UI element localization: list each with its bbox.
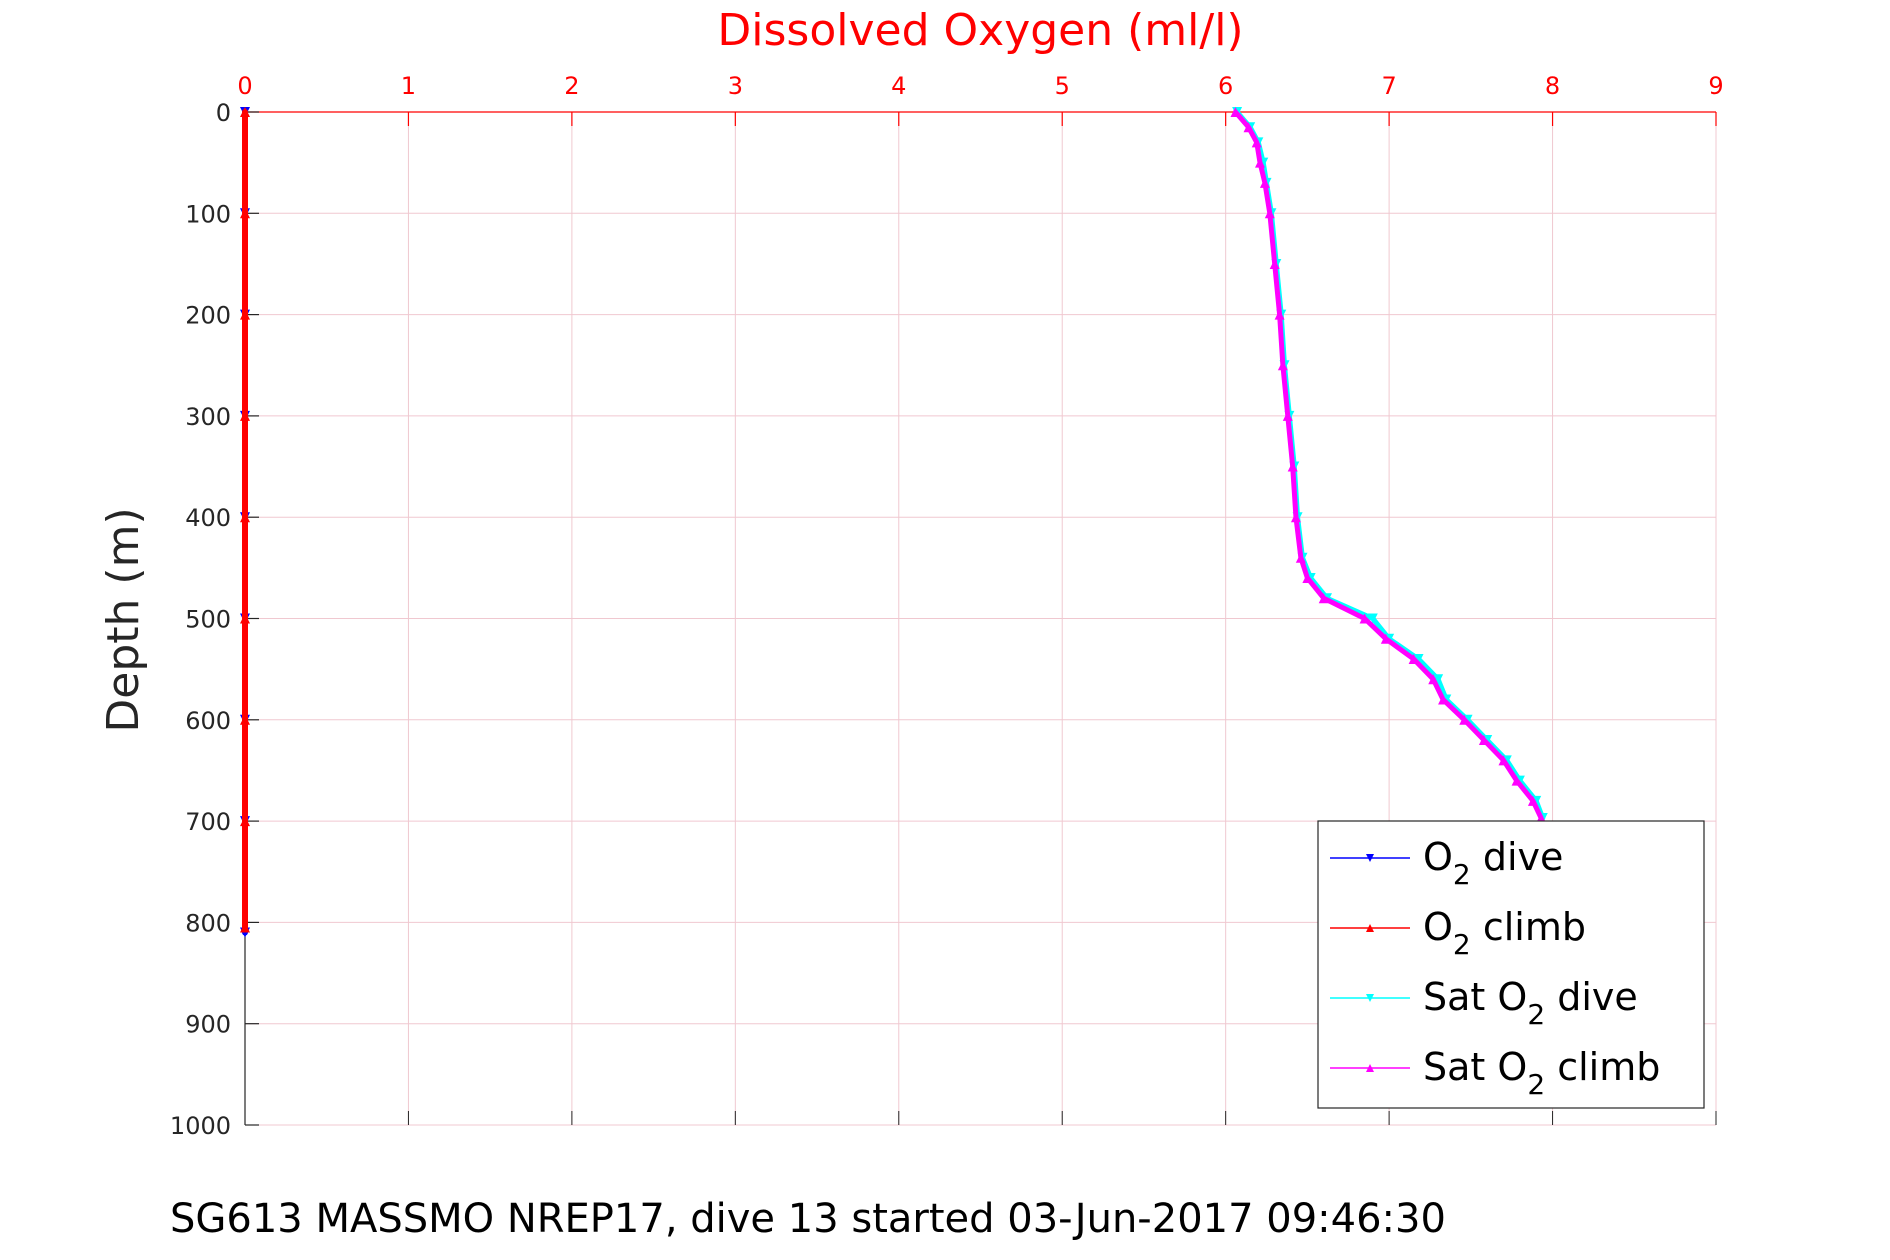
data-point bbox=[240, 208, 250, 219]
y-tick-label: 300 bbox=[185, 403, 231, 431]
x-tick-label: 0 bbox=[237, 72, 252, 100]
data-point bbox=[1274, 309, 1285, 320]
series-sat-o2-climb bbox=[1230, 107, 1547, 824]
data-point bbox=[1413, 654, 1424, 665]
data-point bbox=[1408, 654, 1419, 665]
legend-label-main: O bbox=[1423, 835, 1453, 879]
x-tick-label: 5 bbox=[1055, 72, 1070, 100]
data-point bbox=[1254, 157, 1265, 168]
legend-label-main: O bbox=[1497, 1045, 1527, 1089]
data-point bbox=[240, 309, 250, 320]
data-point bbox=[1290, 512, 1301, 523]
legend-label-prefix: Sat bbox=[1423, 1045, 1497, 1089]
series bbox=[240, 107, 1548, 938]
data-point bbox=[1295, 552, 1306, 563]
data-point bbox=[1478, 735, 1489, 746]
series-o2-climb bbox=[240, 107, 250, 933]
legend-label: Sat O2 climb bbox=[1423, 1045, 1660, 1101]
legend-swatch-marker bbox=[1366, 994, 1374, 1002]
legend-label-subscript: 2 bbox=[1527, 998, 1545, 1031]
y-tick-label: 400 bbox=[185, 504, 231, 532]
data-point bbox=[1318, 593, 1329, 604]
data-point bbox=[1264, 208, 1275, 219]
chart-title: Dissolved Oxygen (ml/l) bbox=[717, 5, 1243, 56]
x-tick-label: 6 bbox=[1218, 72, 1233, 100]
data-point bbox=[1511, 775, 1522, 786]
data-point bbox=[1269, 258, 1280, 269]
x-tick-label: 9 bbox=[1708, 72, 1723, 100]
data-point bbox=[1359, 613, 1370, 624]
data-point bbox=[240, 410, 250, 421]
legend-swatch-marker bbox=[1366, 924, 1374, 932]
chart-text: 0 1 2 3 4 5 6 7 8 9 0 100 200 300 400 500 600 700 800 900 10… bbox=[98, 5, 1724, 1242]
data-point bbox=[1243, 122, 1254, 133]
data-point bbox=[240, 922, 250, 933]
legend-label-suffix: climb bbox=[1545, 1045, 1660, 1089]
y-tick-label: 900 bbox=[185, 1011, 231, 1039]
data-point bbox=[1428, 674, 1439, 685]
data-point bbox=[1230, 107, 1241, 117]
legend-label-subscript: 2 bbox=[1453, 928, 1471, 961]
legend-swatch-marker bbox=[1366, 1064, 1374, 1072]
legend-label-main: O bbox=[1497, 975, 1527, 1019]
y-tick-label: 700 bbox=[185, 808, 231, 836]
series-sat-o2-dive bbox=[1232, 107, 1548, 824]
data-point bbox=[240, 512, 250, 523]
y-axis-label: Depth (m) bbox=[98, 507, 149, 732]
legend-label-suffix: dive bbox=[1471, 835, 1564, 879]
y-tick-label: 0 bbox=[216, 99, 231, 127]
legend-label-subscript: 2 bbox=[1527, 1068, 1545, 1101]
y-tick-label: 200 bbox=[185, 302, 231, 330]
series-line bbox=[1232, 109, 1544, 821]
y-tick-label: 1000 bbox=[170, 1112, 231, 1140]
x-tick-label: 2 bbox=[564, 72, 579, 100]
x-tick-label: 7 bbox=[1381, 72, 1396, 100]
y-tick-label: 600 bbox=[185, 707, 231, 735]
data-point bbox=[1277, 360, 1288, 371]
data-point bbox=[1259, 177, 1270, 188]
data-point bbox=[240, 613, 250, 624]
data-point bbox=[1459, 714, 1470, 725]
x-tick-label: 4 bbox=[891, 72, 906, 100]
data-point bbox=[1251, 137, 1262, 148]
grid bbox=[245, 112, 1717, 1126]
legend-label-prefix: Sat bbox=[1423, 975, 1497, 1019]
data-point bbox=[240, 107, 250, 117]
data-point bbox=[1282, 410, 1293, 421]
legend-label: Sat O2 dive bbox=[1423, 975, 1638, 1031]
chart-caption: SG613 MASSMO NREP17, dive 13 started 03-… bbox=[170, 1196, 1446, 1242]
data-point bbox=[1438, 694, 1449, 705]
y-tick-label: 100 bbox=[185, 200, 231, 228]
legend-box bbox=[1317, 820, 1705, 1109]
data-point bbox=[240, 714, 250, 725]
data-point bbox=[1527, 795, 1538, 806]
legend-label-suffix: climb bbox=[1471, 905, 1586, 949]
x-tick-label: 8 bbox=[1545, 72, 1560, 100]
legend-swatch-marker bbox=[1366, 854, 1374, 862]
legend-label: O2 dive bbox=[1423, 835, 1563, 891]
data-point bbox=[240, 816, 250, 827]
y-tick-label: 800 bbox=[185, 909, 231, 937]
legend-label: O2 climb bbox=[1423, 905, 1586, 961]
data-point bbox=[1433, 674, 1444, 685]
x-tick-label: 3 bbox=[728, 72, 743, 100]
data-point bbox=[1302, 572, 1313, 583]
x-tick-label: 1 bbox=[401, 72, 416, 100]
data-point bbox=[1367, 613, 1378, 624]
legend-label-suffix: dive bbox=[1545, 975, 1638, 1019]
data-point bbox=[1380, 633, 1391, 644]
data-point bbox=[1287, 461, 1298, 472]
y-tick-label: 500 bbox=[185, 606, 231, 634]
series-line bbox=[1234, 109, 1546, 821]
legend-label-subscript: 2 bbox=[1453, 858, 1471, 891]
data-point bbox=[1498, 755, 1509, 766]
legend-label-main: O bbox=[1423, 905, 1453, 949]
